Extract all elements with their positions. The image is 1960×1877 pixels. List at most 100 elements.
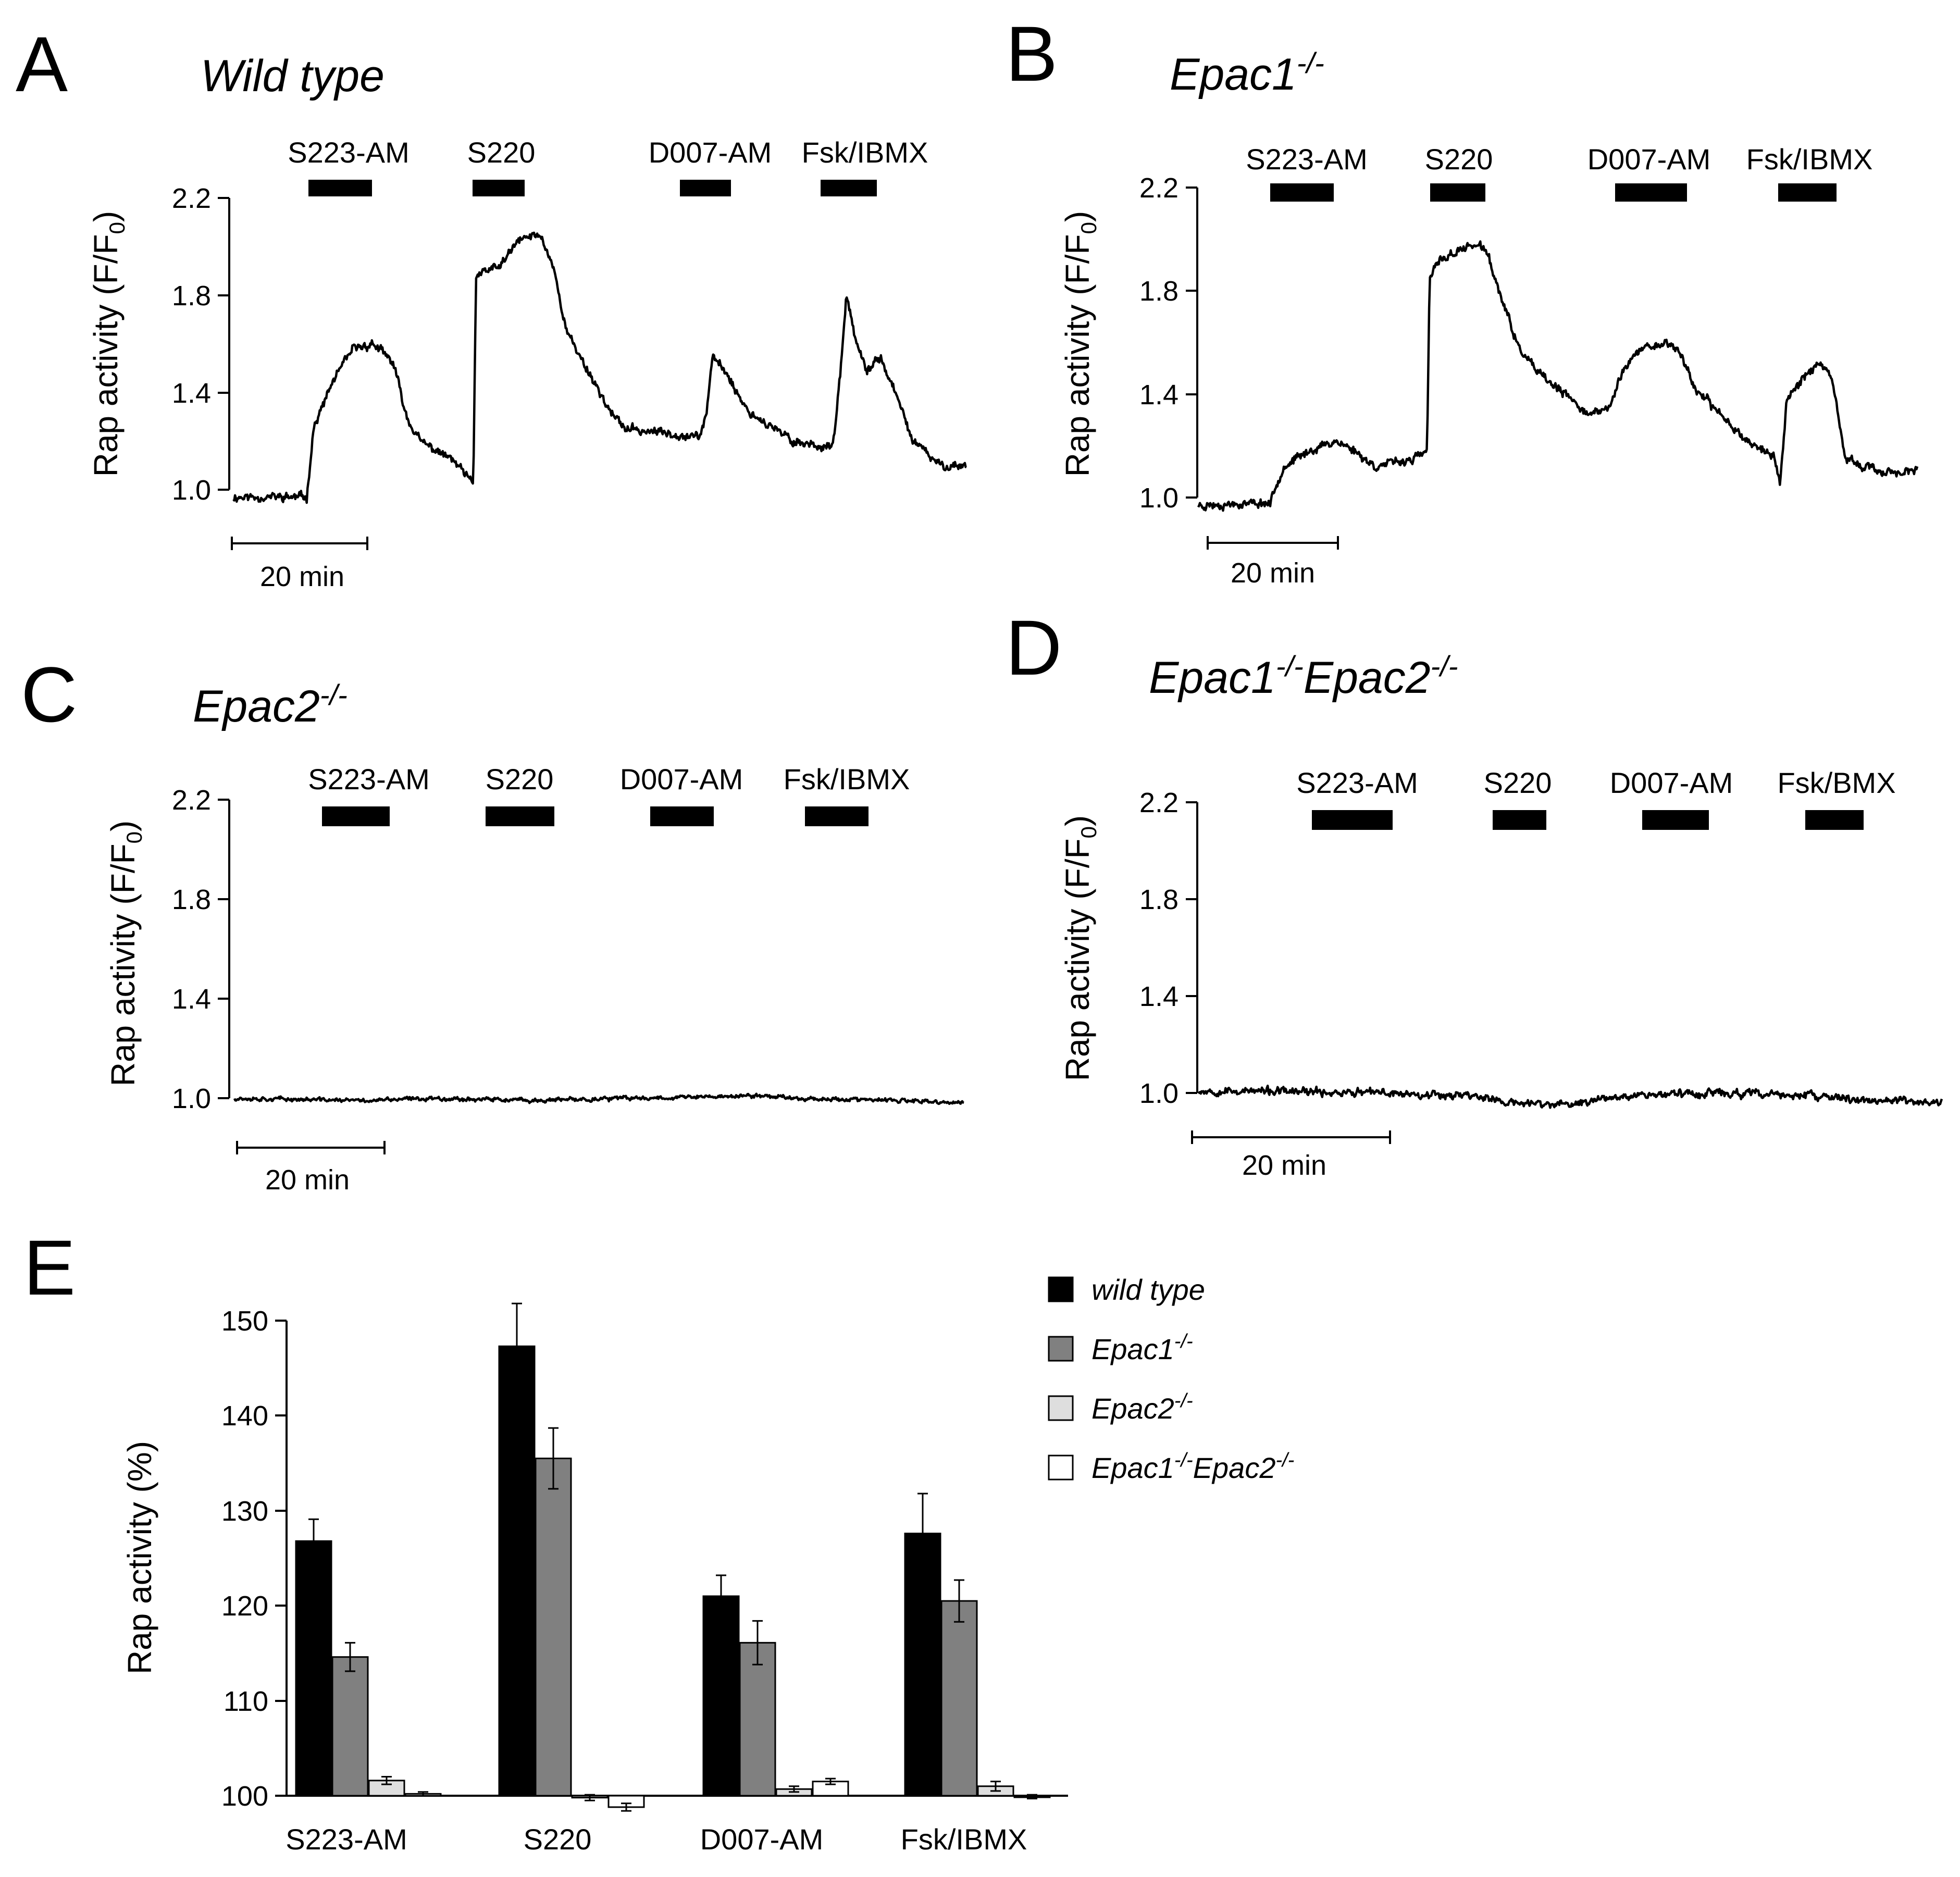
y-axis-label: Rap activity (F/F0) <box>87 211 129 477</box>
panel-a-treatments: S223-AM S220 D007-AM Fsk/IBMX <box>288 136 928 196</box>
panel-c-y-axis: 2.2 1.8 1.4 1.0 Rap activity (F/F0) <box>104 785 230 1114</box>
y-tick-label: 1.8 <box>172 280 211 312</box>
scale-bar-b: 20 min <box>1207 536 1339 589</box>
error-bar <box>381 1776 392 1785</box>
scale-bar-label: 20 min <box>1231 557 1315 589</box>
legend-label: Epac2-/- <box>1091 1390 1193 1425</box>
scale-bar-label: 20 min <box>260 561 344 592</box>
treatment-bar <box>1615 183 1687 202</box>
scale-bar-d: 20 min <box>1191 1130 1391 1181</box>
panel-a: A Wild type S223-AM S220 D007-AM Fsk/IBM… <box>16 20 967 592</box>
error-bar <box>990 1781 1001 1792</box>
scale-bar-a: 20 min <box>231 537 368 592</box>
y-tick-label: 1.8 <box>1139 276 1179 307</box>
panel-b-title: Epac1-/- <box>1170 46 1324 100</box>
y-tick-label: 2.2 <box>1139 172 1179 204</box>
y-tick-label: 1.8 <box>172 884 211 915</box>
bar <box>498 1345 536 1797</box>
treatment-label: D007-AM <box>649 136 772 169</box>
y-tick-label: 100 <box>221 1781 268 1812</box>
legend-swatch <box>1048 1276 1074 1302</box>
legend: wild type Epac1-/- Epac2-/- Epac1-/-Epac… <box>1048 1273 1294 1484</box>
panel-a-y-axis: 2.2 1.8 1.4 1.0 Rap activity (F/F0) <box>87 183 230 506</box>
error-bar <box>548 1427 559 1490</box>
y-tick-label: 150 <box>221 1306 268 1337</box>
trace-line-b <box>1197 240 1919 512</box>
error-bar <box>954 1579 964 1623</box>
y-tick-label: 1.0 <box>172 475 211 506</box>
panel-b-y-axis: 2.2 1.8 1.4 1.0 Rap activity (F/F0) <box>1059 172 1198 514</box>
legend-label: Epac1-/- <box>1091 1331 1193 1365</box>
y-tick-label: 120 <box>221 1590 268 1622</box>
treatment-bar <box>1270 183 1334 202</box>
error-bar <box>917 1493 928 1574</box>
bar <box>535 1457 572 1797</box>
error-bar <box>621 1803 631 1812</box>
treatment-bar <box>1805 810 1864 830</box>
x-category-label: D007-AM <box>700 1823 824 1856</box>
treatment-bar <box>473 180 525 196</box>
legend-swatch <box>1048 1395 1074 1421</box>
panel-d-title: Epac1-/-Epac2-/- <box>1149 650 1458 703</box>
treatment-label: Fsk/IBMX <box>1746 143 1873 176</box>
panel-label-b: B <box>1006 10 1058 97</box>
bar <box>940 1600 978 1797</box>
scale-bar-c: 20 min <box>236 1141 386 1196</box>
error-bar <box>716 1574 726 1618</box>
bar <box>739 1642 776 1797</box>
y-tick-label: 2.2 <box>1139 787 1179 818</box>
y-tick-label: 1.4 <box>1139 981 1179 1012</box>
treatment-label: D007-AM <box>1610 766 1733 799</box>
panel-label-d: D <box>1006 604 1062 691</box>
trace-line-a <box>232 231 967 504</box>
error-bar <box>308 1518 319 1564</box>
y-tick-label: 1.8 <box>1139 884 1179 915</box>
error-bar <box>345 1642 355 1672</box>
error-bar <box>1027 1794 1037 1799</box>
y-tick-label: 2.2 <box>172 183 211 214</box>
treatment-label: S223-AM <box>1296 766 1418 799</box>
y-tick-label: 2.2 <box>172 785 211 816</box>
panel-c-treatments: S223-AM S220 D007-AM Fsk/IBMX <box>308 763 910 826</box>
y-axis-label: Rap activity (%) <box>121 1441 158 1674</box>
treatment-bar <box>322 806 390 826</box>
treatment-label: S220 <box>1484 766 1552 799</box>
treatment-bar <box>805 806 869 826</box>
treatment-bar <box>1312 810 1393 830</box>
panel-b-treatments: S223-AM S220 D007-AM Fsk/IBMX <box>1246 143 1872 202</box>
y-tick-label: 110 <box>224 1686 268 1717</box>
bar <box>702 1595 740 1797</box>
treatment-label: S220 <box>467 136 536 169</box>
treatment-bar <box>486 806 554 826</box>
trace-line-d <box>1197 1084 1943 1109</box>
trace-line-c <box>233 1092 964 1105</box>
panel-d-y-axis: 2.2 1.8 1.4 1.0 Rap activity (F/F0) <box>1059 787 1198 1109</box>
treatment-bar <box>1642 810 1709 830</box>
y-axis-label: Rap activity (F/F0) <box>1059 211 1101 477</box>
panel-d-treatments: S223-AM S220 D007-AM Fsk/BMX <box>1296 766 1896 830</box>
y-tick-label: 1.0 <box>1139 482 1179 514</box>
treatment-bar <box>680 180 731 196</box>
treatment-bar <box>1778 183 1837 202</box>
y-tick-label: 130 <box>221 1496 268 1527</box>
bar <box>331 1656 369 1797</box>
panel-c-title: Epac2-/- <box>193 678 348 731</box>
treatment-bar <box>650 806 714 826</box>
legend-label: wild type <box>1091 1273 1205 1306</box>
y-tick-label: 1.0 <box>1139 1078 1179 1109</box>
y-axis-label: Rap activity (F/F0) <box>104 821 146 1087</box>
y-tick-label: 1.4 <box>1139 379 1179 411</box>
panel-e: E 150 140 130 120 110 100 Rap activity (… <box>23 1224 1294 1856</box>
error-bar <box>418 1791 428 1797</box>
treatment-bar <box>308 180 372 196</box>
y-axis-label: Rap activity (F/F0) <box>1059 815 1101 1082</box>
panel-e-y-axis: 150 140 130 120 110 100 Rap activity (%) <box>121 1306 1068 1812</box>
treatment-label: S223-AM <box>288 136 409 169</box>
y-tick-label: 1.0 <box>172 1083 211 1114</box>
treatment-label: S220 <box>1425 143 1493 176</box>
treatment-label: S220 <box>486 763 554 795</box>
scale-bar-label: 20 min <box>1242 1150 1326 1181</box>
error-bar <box>585 1794 595 1801</box>
x-category-label: Fsk/IBMX <box>901 1823 1027 1856</box>
error-bar <box>789 1785 799 1793</box>
